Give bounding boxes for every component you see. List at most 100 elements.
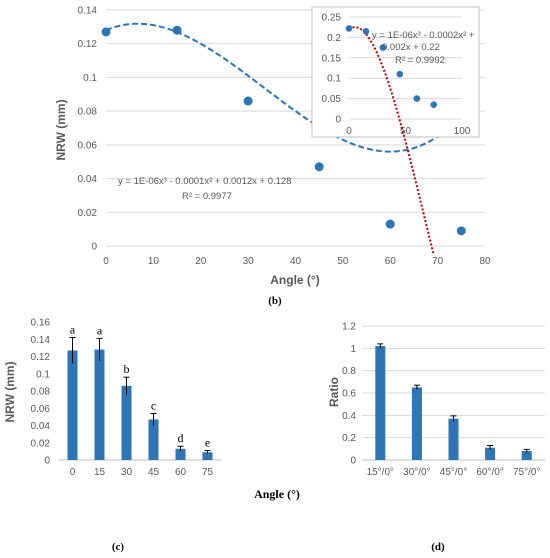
chart-c-bar [121, 385, 132, 460]
chart-b-xlabel: Angle (°) [270, 273, 319, 287]
chart-b-trendline [105, 22, 463, 153]
chart-c-y-tick-label: 0.14 [31, 335, 51, 346]
chart-c-bar [202, 452, 213, 460]
chart-d-y-tick-label: 0 [350, 456, 356, 467]
chart-c-significance-letter: b [124, 362, 130, 376]
chart-b-x-tick-label: 40 [290, 256, 302, 267]
chart-c-bar [67, 350, 78, 460]
chart-b-point [243, 96, 253, 106]
chart-b-inset-equation-cont: 0.002x + 0.22 [382, 42, 440, 53]
chart-d: Ratio (d) 0 0.2 0.4 0.6 0.8 1 1.2 15°/0° 30°/0° 4… [327, 322, 545, 553]
chart-b-inset-point [430, 101, 438, 109]
chart-b-inset-y-tick-label: 0.1 [327, 74, 341, 85]
chart-c-y-tick-label: 0.12 [31, 352, 51, 363]
chart-c-ylabel: NRW (mm) [3, 361, 17, 422]
chart-d-bar [375, 346, 386, 460]
chart-d-panel-label: (d) [431, 541, 445, 553]
chart-b-point [101, 27, 111, 37]
chart-b-inset-y-tick-label: 0.15 [322, 53, 342, 64]
chart-b-inset-point [396, 70, 404, 78]
chart-c: NRW (mm) Angle (°) (c) 0 0.02 0.04 0.06 0.08… [3, 318, 300, 554]
chart-b-x-tick-label: 30 [243, 256, 255, 267]
chart-b-inset-point [379, 44, 387, 51]
chart-b-point [172, 25, 182, 35]
chart-b-y-tick-label: 0.02 [78, 208, 98, 219]
chart-b-r2: R² = 0.9977 [182, 191, 232, 202]
chart-c-xlabel: Angle (°) [254, 487, 300, 501]
chart-b-ylabel: NRW (mm) [54, 99, 68, 160]
chart-b-inset-x-tick-label: 0 [346, 126, 352, 137]
chart-d-y-tick-label: 1 [350, 344, 356, 355]
chart-b-point [385, 219, 395, 229]
chart-b-inset-frame [311, 6, 480, 138]
chart-b: NRW (mm) Angle (°) (b) 0 0.02 0.04 0.06 0.08… [54, 6, 491, 308]
chart-c-bar [148, 419, 159, 460]
chart-d-y-tick-label: 0.6 [342, 389, 356, 400]
chart-c-x-tick-label: 0 [70, 467, 76, 478]
chart-b-y-tick-label: 0.12 [78, 39, 98, 50]
chart-d-bar [521, 451, 532, 460]
chart-d-y-tick-label: 0.4 [342, 411, 356, 422]
chart-c-y-tick-label: 0.1 [36, 369, 50, 380]
chart-b-y-tick-label: 0.06 [78, 140, 98, 151]
chart-c-y-tick-label: 0.02 [31, 438, 51, 449]
chart-d-x-tick-label: 30°/0° [403, 467, 430, 478]
chart-b-inset-y-tick-label: 0 [335, 115, 341, 126]
chart-b-inset-x-tick-label: 100 [454, 126, 471, 137]
chart-d-x-tick-label: 45°/0° [440, 467, 467, 478]
chart-b-panel-label: (b) [268, 295, 282, 307]
chart-c-panel-label: (c) [112, 541, 125, 553]
chart-d-ylabel: Ratio [327, 377, 341, 407]
chart-d-y-tick-label: 1.2 [342, 322, 356, 333]
chart-c-x-tick-label: 30 [121, 467, 133, 478]
chart-b-point [314, 162, 324, 172]
chart-c-y-tick-label: 0 [44, 456, 50, 467]
chart-c-y-tick-label: 0.06 [31, 404, 51, 415]
chart-c-bar [175, 448, 186, 460]
chart-b-inset: 0 0.05 0.1 0.15 0.2 0.25 0 50 100 y = 1E-06x³ - 0… [311, 6, 480, 256]
chart-c-bar [94, 349, 105, 460]
chart-d-bar [411, 387, 422, 460]
chart-b-x-tick-label: 60 [385, 256, 397, 267]
chart-b-y-tick-label: 0.04 [78, 174, 98, 185]
chart-b-inset-r2: R² = 0.9992 [395, 55, 445, 66]
chart-b-inset-x-tick-label: 50 [400, 126, 412, 137]
chart-b-inset-point [362, 27, 370, 35]
chart-b-inset-equation: y = 1E-06x³ - 0.0002x² + [372, 30, 475, 41]
chart-c-significance-letter: a [70, 323, 76, 337]
chart-c-x-tick-label: 75 [202, 467, 214, 478]
chart-b-inset-trendline [348, 26, 435, 256]
chart-b-x-tick-label: 0 [103, 256, 109, 267]
chart-c-x-tick-label: 45 [148, 467, 160, 478]
chart-b-x-tick-label: 50 [337, 256, 349, 267]
chart-b-equation: y = 1E-06x³ - 0.0001x² + 0.0012x + 0.128 [118, 176, 292, 187]
chart-d-bar [448, 418, 459, 460]
chart-b-y-tick-label: 0.1 [83, 73, 97, 84]
chart-b-inset-y-tick-label: 0.2 [327, 33, 341, 44]
chart-d-x-tick-label: 60°/0° [476, 467, 503, 478]
chart-b-x-tick-label: 70 [432, 256, 444, 267]
chart-c-y-tick-label: 0.04 [31, 421, 51, 432]
chart-b-x-tick-label: 80 [479, 256, 491, 267]
chart-b-inset-point [413, 95, 421, 102]
chart-c-significance-letter: a [97, 323, 103, 337]
chart-c-significance-letter: d [178, 431, 184, 445]
chart-c-significance-letter: c [151, 398, 156, 412]
chart-c-y-tick-label: 0.08 [31, 387, 51, 398]
chart-d-bar [485, 447, 496, 460]
chart-b-y-tick-label: 0 [91, 242, 97, 253]
chart-b-x-tick-label: 20 [195, 256, 207, 267]
chart-c-y-tick-label: 0.16 [31, 318, 51, 329]
chart-b-inset-y-tick-label: 0.05 [322, 94, 342, 105]
chart-d-y-tick-label: 0.2 [342, 433, 356, 444]
chart-b-y-tick-label: 0.14 [78, 6, 98, 17]
chart-d-y-tick-label: 0.8 [342, 366, 356, 377]
chart-c-x-tick-label: 15 [94, 467, 106, 478]
chart-d-x-tick-label: 75°/0° [513, 467, 540, 478]
chart-c-significance-letter: e [205, 436, 210, 450]
chart-b-x-tick-label: 10 [148, 256, 160, 267]
chart-b-inset-point [345, 25, 353, 32]
chart-c-x-tick-label: 60 [175, 467, 187, 478]
chart-b-inset-y-tick-label: 0.25 [322, 13, 342, 24]
chart-b-y-tick-label: 0.08 [78, 107, 98, 118]
